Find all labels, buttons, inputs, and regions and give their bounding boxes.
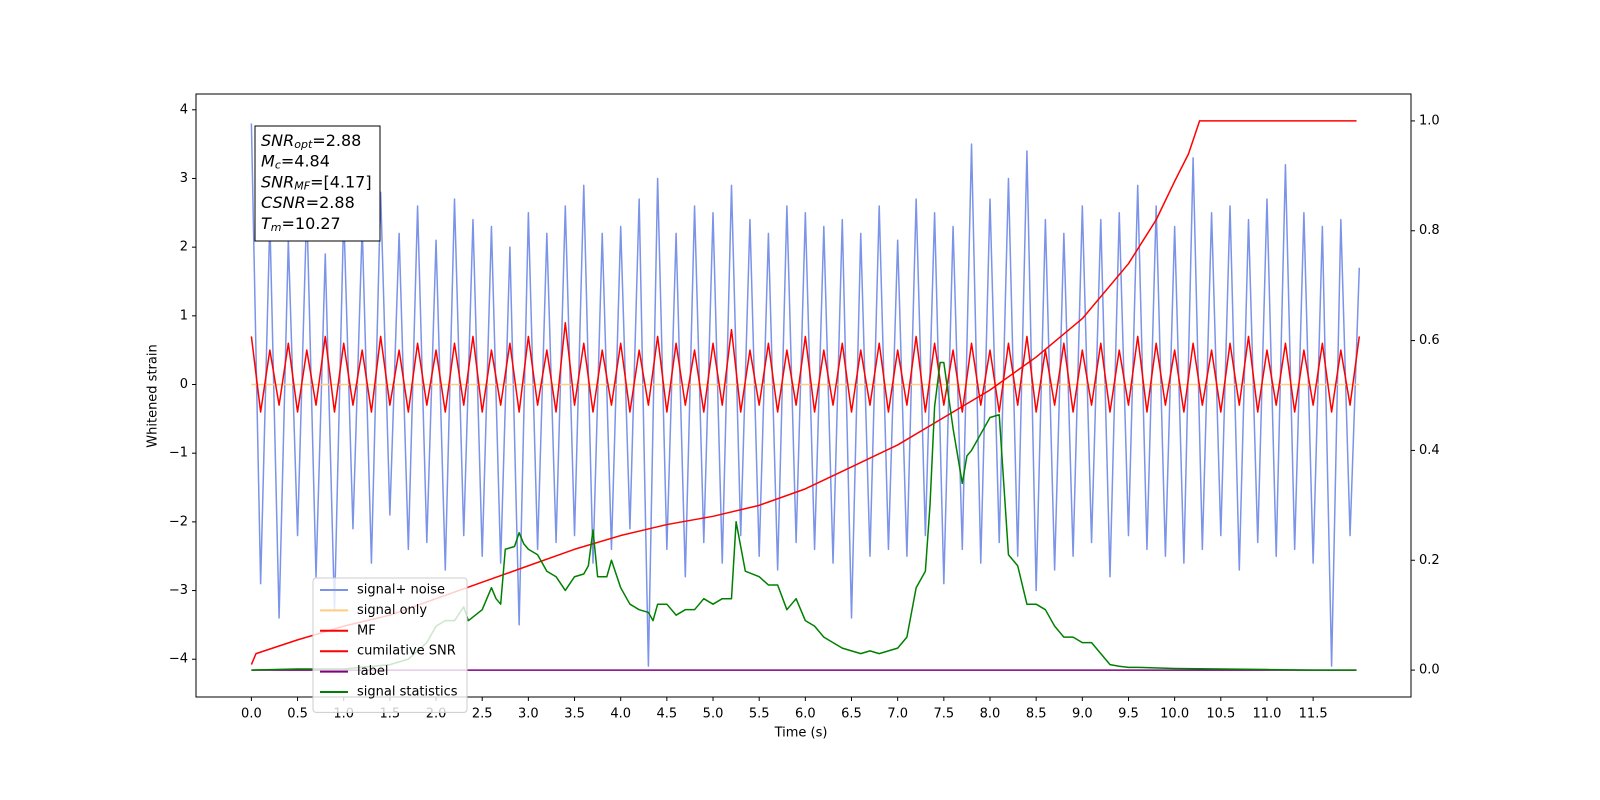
annotation-line: Tm=10.27 xyxy=(261,213,341,234)
y2-tick-label: 0.4 xyxy=(1419,443,1440,458)
annotation-box xyxy=(254,125,381,242)
plot-frame xyxy=(195,93,1412,698)
x-tick-label: 11.0 xyxy=(1252,707,1281,722)
x-tick-label: 5.5 xyxy=(749,707,770,722)
legend-label: signal only xyxy=(357,603,427,618)
y-tick-label: 1 xyxy=(180,308,188,323)
annotation-line: SNRMF=[4.17] xyxy=(261,172,372,193)
x-axis-label: Time (s) xyxy=(774,726,828,741)
x-tick-label: 10.5 xyxy=(1206,707,1235,722)
y-tick-label: 4 xyxy=(180,102,188,117)
annotation-subscript: opt xyxy=(294,138,313,151)
annotation-value: =2.88 xyxy=(312,131,361,150)
x-tick-label: 11.5 xyxy=(1299,707,1328,722)
y2-tick-label: 0.6 xyxy=(1419,333,1440,348)
annotation-symbol: CSNR xyxy=(261,193,306,212)
x-tick-label: 2.5 xyxy=(472,707,493,722)
x-tick-label: 5.0 xyxy=(703,707,724,722)
annotation-subscript: m xyxy=(271,221,282,234)
legend-label: signal+ noise xyxy=(357,583,445,598)
y2-tick-label: 0.8 xyxy=(1419,223,1440,238)
series-line xyxy=(250,123,1361,667)
x-tick-label: 7.0 xyxy=(887,707,908,722)
legend-label: label xyxy=(357,664,388,679)
annotation-symbol: SNR xyxy=(261,172,294,191)
annotation-symbol: SNR xyxy=(261,131,294,150)
legend-label: MF xyxy=(357,623,376,638)
annotation-value: =2.88 xyxy=(306,193,355,212)
y-tick-label: −2 xyxy=(169,514,188,529)
y2-tick-label: 0.0 xyxy=(1419,663,1440,678)
y2-tick-label: 0.2 xyxy=(1419,553,1440,568)
annotation-value: =10.27 xyxy=(282,213,341,232)
y-tick-label: 2 xyxy=(180,240,188,255)
x-tick-label: 8.5 xyxy=(1026,707,1047,722)
annotation-line: CSNR=2.88 xyxy=(261,193,355,212)
x-tick-label: 3.0 xyxy=(518,707,539,722)
y-tick-label: −3 xyxy=(169,583,188,598)
x-tick-label: 9.0 xyxy=(1072,707,1093,722)
series-line xyxy=(251,361,1357,671)
annotation-line: Mc=4.84 xyxy=(261,151,330,172)
annotation-value: =[4.17] xyxy=(310,172,372,191)
annotation-subscript: MF xyxy=(294,179,310,192)
y-axis-label: Whitened strain xyxy=(146,344,161,447)
legend-box xyxy=(312,577,468,713)
legend-label: cumilative SNR xyxy=(357,644,456,659)
annotation-line: SNRopt=2.88 xyxy=(261,131,361,152)
y-tick-label: 3 xyxy=(180,171,188,186)
x-tick-label: 8.0 xyxy=(980,707,1001,722)
x-tick-label: 7.5 xyxy=(933,707,954,722)
x-tick-label: 6.0 xyxy=(795,707,816,722)
x-tick-label: 4.0 xyxy=(610,707,631,722)
annotation-symbol: T xyxy=(261,213,272,232)
y2-tick-label: 1.0 xyxy=(1419,113,1440,128)
annotation-symbol: M xyxy=(261,151,275,170)
annotation-subscript: c xyxy=(275,159,281,172)
y-tick-label: −1 xyxy=(169,446,188,461)
annotation-value: =4.84 xyxy=(281,151,330,170)
series-line xyxy=(250,321,1361,413)
x-tick-label: 6.5 xyxy=(841,707,862,722)
y-tick-label: 0 xyxy=(180,377,188,392)
x-tick-label: 10.0 xyxy=(1160,707,1189,722)
x-tick-label: 4.5 xyxy=(657,707,678,722)
x-tick-label: 9.5 xyxy=(1118,707,1139,722)
x-tick-label: 3.5 xyxy=(564,707,585,722)
x-tick-label: 0.5 xyxy=(287,707,308,722)
y-tick-label: −4 xyxy=(169,652,188,667)
legend-label: signal statistics xyxy=(357,685,458,700)
x-tick-label: 0.0 xyxy=(241,707,262,722)
